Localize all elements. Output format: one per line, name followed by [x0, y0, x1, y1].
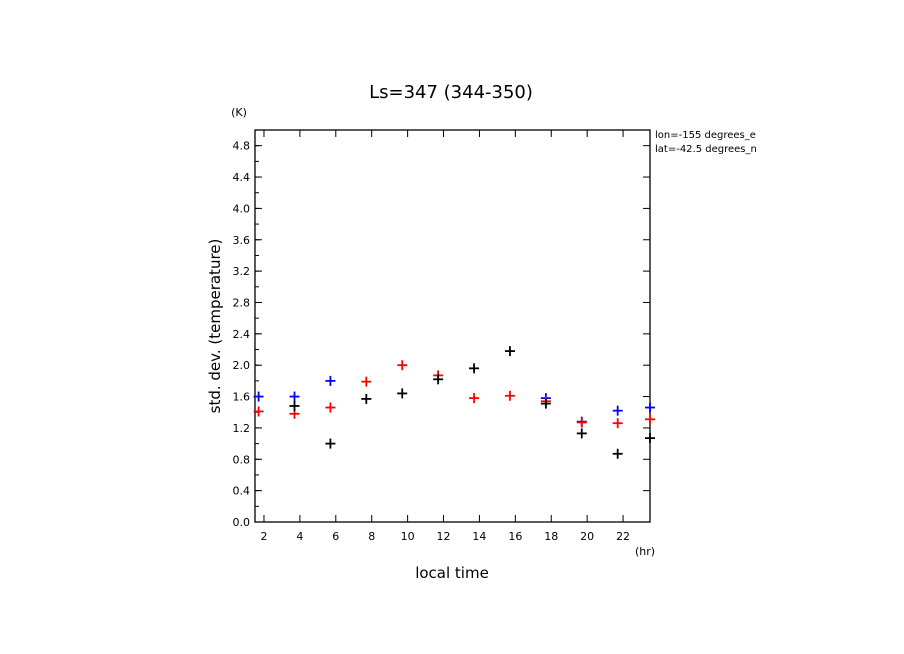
y-tick-label: 1.2	[233, 422, 251, 435]
x-tick-label: 22	[616, 530, 630, 543]
annotation-lat: lat=-42.5 degrees_n	[655, 144, 757, 155]
x-axis-ticks: 2 4 6 8 10 12 14 16 18 20 22	[260, 130, 630, 543]
series-2-point	[289, 400, 300, 411]
series-2-point	[361, 393, 372, 404]
x-tick-label: 20	[580, 530, 594, 543]
x-tick-label: 8	[368, 530, 375, 543]
series-1-point	[504, 390, 515, 401]
y-tick-label: 0.4	[233, 485, 251, 498]
x-tick-label: 14	[472, 530, 486, 543]
x-tick-label: 12	[437, 530, 451, 543]
y-tick-label: 3.6	[233, 234, 251, 247]
series-1-point	[253, 406, 264, 417]
series-1-point	[397, 360, 408, 371]
series-0-point	[645, 402, 655, 413]
x-tick-label: 18	[544, 530, 558, 543]
series-2-point	[397, 388, 408, 399]
series-1-point	[469, 393, 480, 404]
y-tick-label: 0.0	[233, 516, 251, 529]
chart-title: Ls=347 (344-350)	[369, 82, 533, 103]
series-2-point	[540, 398, 551, 409]
series-2-point	[433, 374, 444, 385]
x-axis-label: local time	[415, 564, 489, 582]
x-tick-label: 2	[260, 530, 267, 543]
series-0-point	[289, 391, 300, 402]
series-2-point	[612, 448, 623, 459]
x-tick-label: 4	[296, 530, 303, 543]
y-tick-label: 4.4	[233, 171, 251, 184]
data-points	[253, 346, 655, 459]
series-1-point	[612, 418, 623, 429]
series-0-point	[325, 375, 336, 386]
series-2-point	[504, 346, 515, 357]
x-tick-label: 10	[401, 530, 415, 543]
y-tick-label: 1.6	[233, 391, 251, 404]
y-axis-ticks: 0.0 0.4 0.8 1.2 1.6 2.0 2.4 2.8 3.2 3.6 4.0 4.4 4.8	[233, 129, 650, 529]
series-0-point	[612, 405, 623, 416]
series-1-point	[645, 414, 655, 425]
series-1-point	[576, 417, 587, 428]
series-2-point	[469, 363, 480, 374]
series-2-point	[325, 438, 336, 449]
y-tick-label: 2.0	[233, 359, 251, 372]
series-2-point	[576, 428, 587, 439]
y-tick-label: 2.8	[233, 296, 251, 309]
x-tick-label: 16	[508, 530, 522, 543]
plot-frame	[254, 129, 651, 523]
y-tick-label: 2.4	[233, 328, 251, 341]
x-tick-label: 6	[332, 530, 339, 543]
x-unit-label: (hr)	[635, 545, 655, 558]
series-0-point	[253, 391, 264, 402]
series-1-point	[325, 402, 336, 413]
y-tick-label: 4.8	[233, 140, 251, 153]
annotation-lon: lon=-155 degrees_e	[655, 130, 756, 141]
series-1-point	[361, 376, 372, 387]
y-tick-label: 0.8	[233, 453, 251, 466]
y-unit-label: (K)	[231, 106, 247, 119]
y-axis-label: std. dev. (temperature)	[206, 239, 224, 414]
y-tick-label: 3.2	[233, 265, 251, 278]
y-tick-label: 4.0	[233, 202, 251, 215]
series-2-point	[645, 433, 655, 444]
